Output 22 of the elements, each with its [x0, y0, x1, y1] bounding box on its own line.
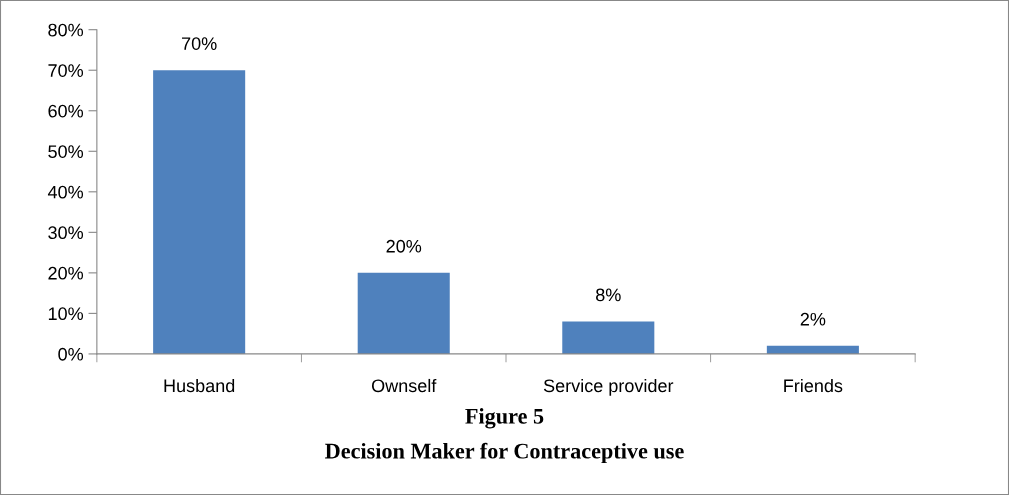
bar	[153, 70, 246, 354]
x-tick-label: Ownself	[371, 378, 437, 393]
y-tick-label: 60%	[48, 104, 84, 118]
data-label: 2%	[800, 312, 826, 326]
text: Decision Maker for Contraceptive use	[325, 442, 684, 464]
data-label: 20%	[386, 239, 422, 253]
y-tick-label: 20%	[48, 266, 84, 280]
bar	[562, 321, 655, 354]
x-tick-label: Husband	[164, 378, 235, 393]
y-tick-label: 0%	[58, 347, 84, 361]
x-tick-label: Friends	[784, 378, 843, 393]
y-tick-label: 70%	[48, 64, 84, 77]
y-tick-label: 10%	[48, 307, 84, 321]
y-tick-label: 40%	[47, 185, 84, 199]
data-label: 8%	[596, 288, 621, 302]
bar	[357, 272, 450, 354]
y-tick-label: 30%	[48, 226, 84, 240]
x-tick-label: Service provider	[543, 378, 674, 396]
text: Figure 5	[465, 408, 544, 429]
data-label: 70%	[182, 37, 217, 50]
y-tick-label: 80%	[48, 23, 84, 37]
y-tick-label: 50%	[48, 145, 84, 158]
